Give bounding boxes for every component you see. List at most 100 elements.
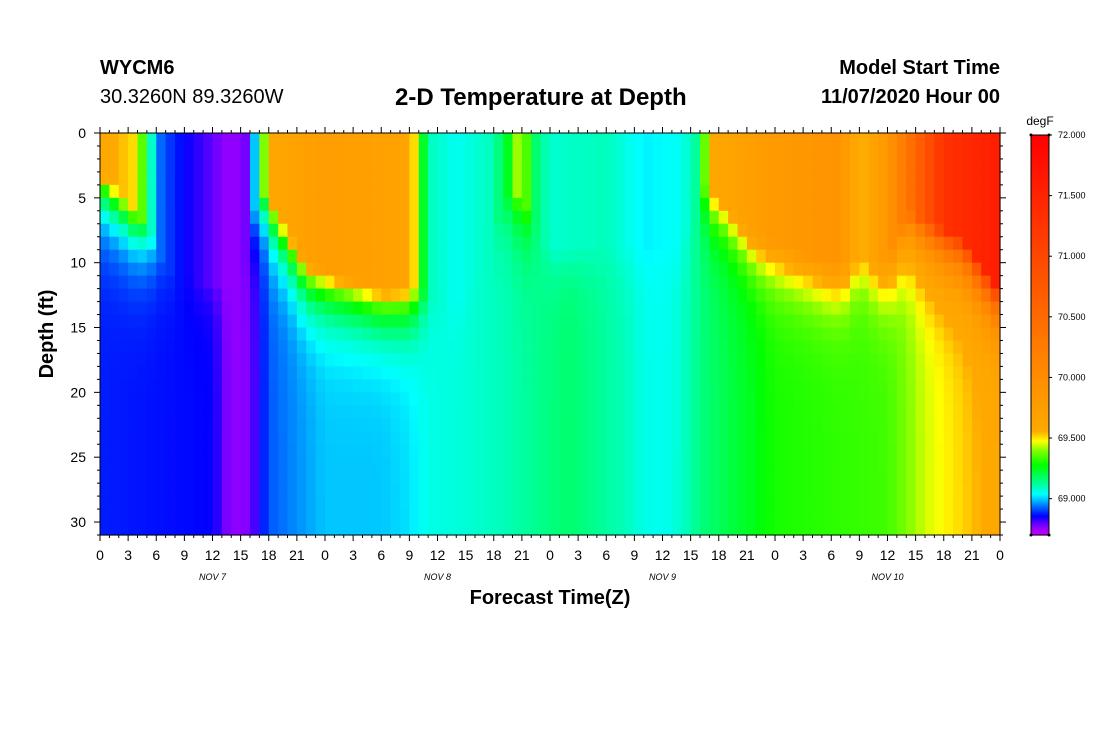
heatmap-cell [250, 301, 260, 316]
heatmap-cell [100, 223, 110, 238]
heatmap-cell [878, 366, 889, 380]
heatmap-cell [709, 457, 720, 471]
heatmap-cell [587, 392, 598, 406]
heatmap-cell [409, 314, 420, 329]
heatmap-cell [437, 275, 448, 290]
heatmap-cell [587, 496, 598, 510]
heatmap-cell [887, 223, 898, 238]
heatmap-cell [193, 145, 204, 160]
heatmap-cell [400, 158, 410, 173]
heatmap-cell [925, 366, 935, 380]
heatmap-cell [315, 301, 326, 316]
heatmap-cell [437, 210, 448, 225]
heatmap-cell [953, 288, 964, 303]
heatmap-cell [906, 133, 917, 147]
colorbar-segment [1031, 173, 1049, 176]
heatmap-cell [531, 444, 542, 458]
colorbar-segment [1031, 375, 1049, 378]
heatmap-cell [418, 197, 429, 212]
heatmap-cell [428, 275, 439, 290]
heatmap-cell [428, 444, 439, 458]
heatmap-cell [203, 288, 214, 303]
heatmap-cell [409, 223, 420, 238]
heatmap-cell [259, 262, 270, 277]
heatmap-cell [390, 470, 401, 484]
heatmap-cell [896, 392, 907, 406]
heatmap-cell [184, 210, 195, 225]
heatmap-cell [278, 262, 289, 277]
heatmap-cell [362, 509, 373, 523]
colorbar-corner-dot [1047, 533, 1051, 537]
heatmap-cell [981, 145, 992, 160]
heatmap-cell [859, 470, 870, 484]
heatmap-cell [971, 249, 982, 264]
heatmap-cell [690, 431, 701, 445]
heatmap-cell [371, 353, 382, 368]
heatmap-cell [775, 327, 785, 342]
heatmap-cell [775, 184, 785, 199]
heatmap-cell [287, 509, 298, 523]
heatmap-cell [625, 392, 635, 406]
heatmap-cell [859, 275, 870, 290]
heatmap-cell [409, 496, 420, 510]
heatmap-cell [896, 340, 907, 355]
heatmap-cell [531, 301, 542, 316]
heatmap-cell [100, 184, 110, 199]
heatmap-cell [709, 444, 720, 458]
heatmap-cell [550, 418, 560, 432]
heatmap-cell [390, 431, 401, 445]
heatmap-cell [943, 236, 954, 251]
heatmap-cell [718, 327, 729, 342]
heatmap-cell [493, 314, 504, 329]
heatmap-cell [203, 470, 214, 484]
heatmap-cell [118, 353, 129, 368]
heatmap-cell [343, 275, 354, 290]
heatmap-cell [521, 470, 532, 484]
heatmap-cell [868, 210, 879, 225]
heatmap-cell [268, 496, 279, 510]
heatmap-cell [165, 340, 176, 355]
heatmap-cell [906, 379, 917, 393]
heatmap-cell [765, 483, 776, 497]
heatmap-cell [193, 249, 204, 264]
heatmap-cell [362, 431, 373, 445]
heatmap-cell [512, 444, 523, 458]
heatmap-cell [859, 457, 870, 471]
heatmap-cell [784, 483, 795, 497]
heatmap-cell [662, 379, 673, 393]
heatmap-cell [662, 236, 673, 251]
heatmap-cell [625, 522, 635, 536]
heatmap-cell [812, 133, 823, 147]
heatmap-cell [887, 145, 898, 160]
heatmap-cell [137, 327, 148, 342]
heatmap-cell [906, 522, 917, 536]
colorbar-segment [1031, 523, 1049, 526]
heatmap-cell [371, 223, 382, 238]
heatmap-cell [915, 184, 926, 199]
colorbar-segment [1031, 315, 1049, 318]
heatmap-cell [925, 236, 935, 251]
heatmap-cell [268, 340, 279, 355]
heatmap-cell [671, 288, 682, 303]
heatmap-cell [128, 379, 139, 393]
heatmap-cell [503, 288, 514, 303]
heatmap-cell [971, 210, 982, 225]
heatmap-cell [503, 236, 514, 251]
heatmap-cell [315, 444, 326, 458]
heatmap-cell [503, 249, 514, 264]
heatmap-cell [728, 301, 739, 316]
heatmap-cell [568, 249, 579, 264]
heatmap-cell [559, 301, 570, 316]
heatmap-cell [671, 353, 682, 368]
heatmap-cell [550, 262, 560, 277]
heatmap-cell [165, 327, 176, 342]
heatmap-cell [231, 431, 242, 445]
heatmap-cell [831, 340, 842, 355]
heatmap-cell [231, 249, 242, 264]
heatmap-cell [334, 496, 345, 510]
heatmap-cell [971, 431, 982, 445]
heatmap-cell [409, 431, 420, 445]
heatmap-cell [109, 197, 120, 212]
heatmap-cell [971, 275, 982, 290]
colorbar-segment [1031, 451, 1049, 454]
